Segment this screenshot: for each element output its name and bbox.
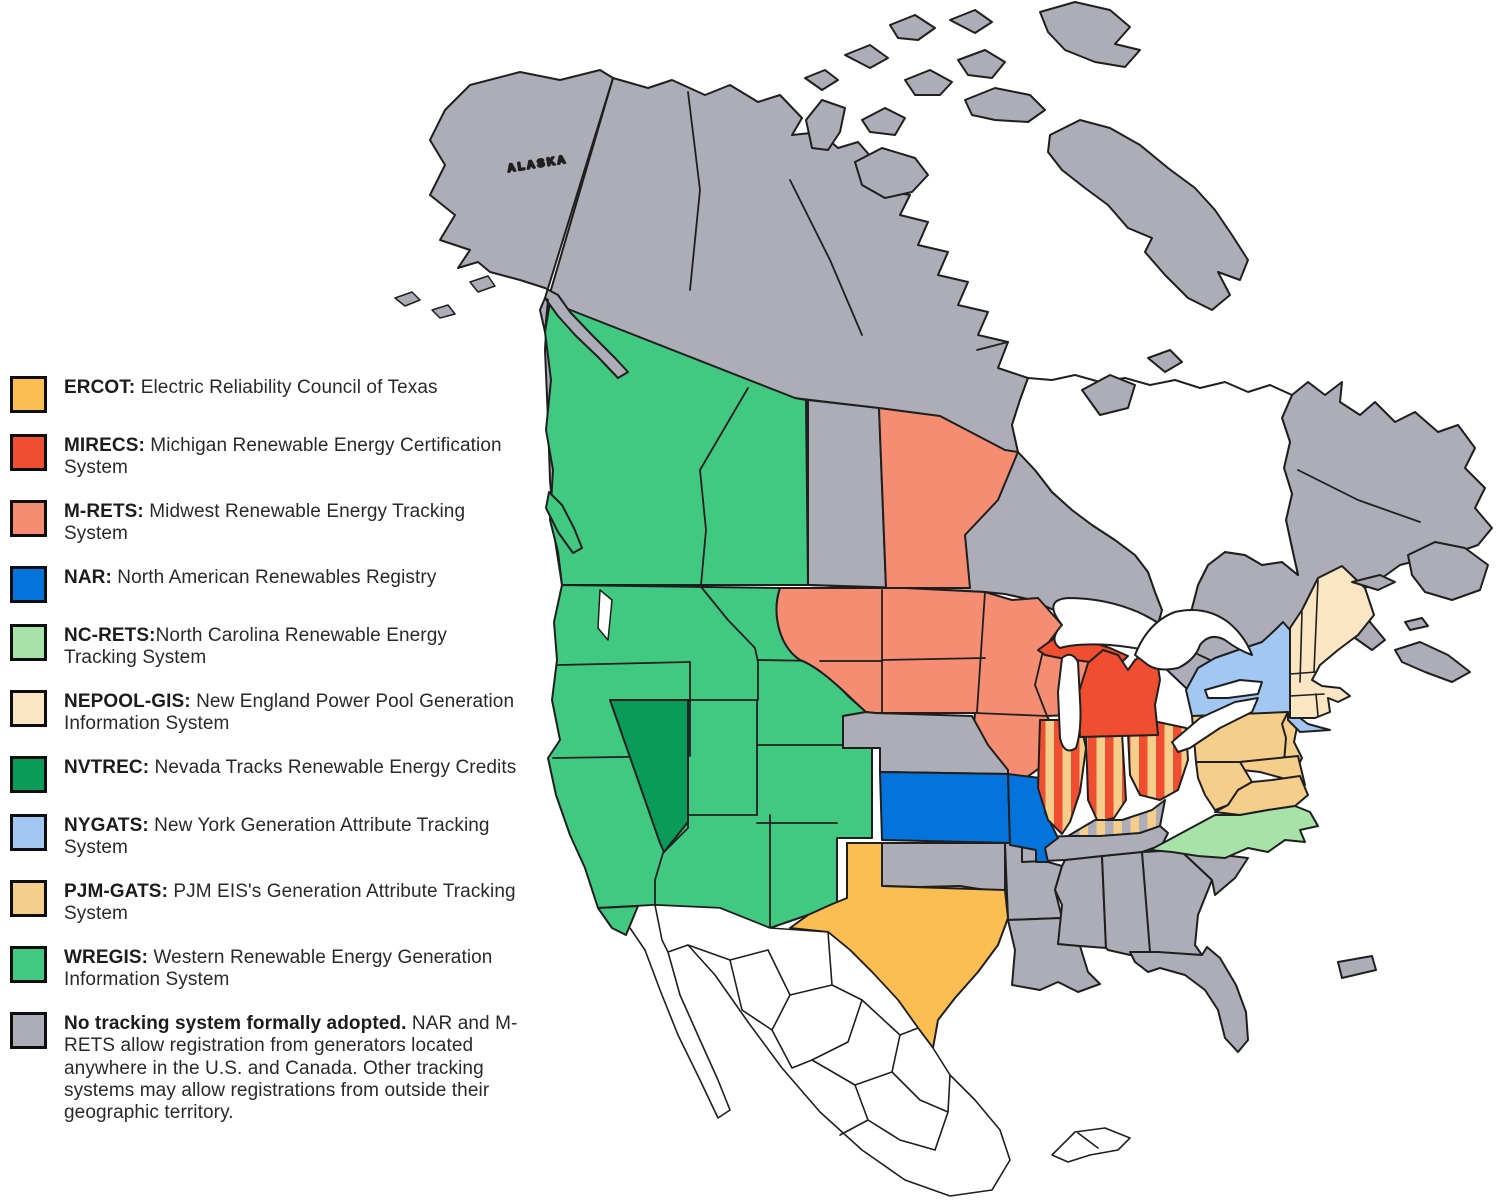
legend-item-nar: NAR: North American Renewables Registry — [10, 566, 520, 604]
legend-item-nygats: NYGATS: New York Generation Attribute Tr… — [10, 814, 520, 859]
legend-pjmgats-acronym: PJM-GATS: — [64, 881, 168, 903]
legend-item-nepool: NEPOOL-GIS: New England Power Pool Gener… — [10, 690, 520, 735]
puget-sound — [597, 589, 613, 641]
nvtrec-swatch — [10, 756, 47, 794]
region-cuba — [1051, 1127, 1131, 1163]
legend-pjmgats-text: PJM EIS's Generation Attribute Tracking … — [64, 881, 516, 925]
state-kansas — [879, 771, 1011, 844]
lake-erie — [1171, 697, 1259, 753]
legend-wregis-text: Western Renewable Energy Generation Info… — [64, 947, 493, 991]
border-bc-ab — [699, 387, 749, 586]
region-nevada — [609, 699, 689, 853]
legend-item-pjmgats: PJM-GATS: PJM EIS's Generation Attribute… — [10, 880, 520, 925]
mexico-state-borders — [654, 904, 951, 1151]
legend: ERCOT: Electric Reliability Council of T… — [10, 376, 520, 1124]
legend-ercot-acronym: ERCOT: — [64, 377, 136, 398]
legend-nepool-acronym: NEPOOL-GIS: — [64, 691, 191, 713]
lake-huron — [1134, 609, 1253, 671]
nepool-swatch — [10, 690, 47, 728]
nar-swatch — [10, 566, 47, 604]
legend-ncrets-acronym: NC-RETS: — [64, 625, 156, 647]
no-tracking-swatch — [10, 1012, 47, 1050]
legend-ncrets-text: North Carolina Renewable Energy Tracking… — [64, 625, 447, 669]
legend-ercot-text: Electric Reliability Council of Texas — [135, 377, 438, 398]
lake-michigan — [1057, 653, 1082, 752]
legend-nar-text: North American Renewables Registry — [111, 567, 437, 589]
nygats-swatch — [10, 814, 47, 852]
legend-nygats-acronym: NYGATS: — [64, 815, 149, 837]
region-anticosti — [1351, 574, 1396, 591]
alaska-islands — [394, 275, 496, 319]
hudson-bay — [1011, 374, 1299, 643]
pjmgats-swatch — [10, 880, 47, 918]
ercot-swatch — [10, 376, 47, 413]
state-florida — [1129, 946, 1249, 1053]
legend-mrets-acronym: M-RETS: — [64, 501, 144, 523]
state-north-carolina — [1149, 805, 1319, 859]
legend-nvtrec-acronym: NVTREC: — [64, 757, 150, 779]
region-mexico — [597, 904, 1011, 1197]
legend-no-tracking-text: NAR and M-RETS allow registration from g… — [64, 1013, 518, 1123]
legend-mrets-text: Midwest Renewable Energy Tracking System — [64, 501, 466, 545]
legend-nar-acronym: NAR: — [64, 567, 112, 589]
legend-wregis-acronym: WREGIS: — [64, 947, 149, 969]
arctic-islands — [804, 1, 1489, 683]
legend-nepool-text: New England Power Pool Generation Inform… — [64, 691, 515, 735]
region-vancouver-island — [545, 491, 583, 554]
legend-item-ercot: ERCOT: Electric Reliability Council of T… — [10, 376, 520, 413]
legend-item-mrets: M-RETS: Midwest Renewable Energy Trackin… — [10, 500, 520, 545]
legend-mirecs-acronym: MIRECS: — [64, 435, 145, 456]
new-england-borders — [1289, 579, 1325, 717]
legend-item-wregis: WREGIS: Western Renewable Energy Generat… — [10, 946, 520, 991]
state-south-carolina — [1179, 849, 1249, 896]
region-baja-norte-wregis — [597, 905, 639, 936]
region-new-england — [1289, 565, 1375, 719]
mrets-swatch — [10, 500, 47, 538]
legend-nvtrec-text: Nevada Tracks Renewable Energy Credits — [149, 757, 517, 779]
lake-ontario — [1204, 679, 1263, 699]
state-indiana — [1085, 732, 1127, 823]
region-alaska — [429, 69, 629, 379]
region-nova-scotia — [1394, 641, 1471, 683]
legend-item-mirecs: MIRECS: Michigan Renewable Energy Certif… — [10, 434, 520, 479]
state-nebraska — [842, 711, 1009, 775]
legend-item-ncrets: NC-RETS:North Carolina Renewable Energy … — [10, 624, 520, 669]
region-newfoundland — [1407, 541, 1489, 601]
cuba-border — [1077, 1132, 1099, 1149]
region-pei — [1404, 617, 1429, 631]
state-michigan-lower — [1077, 649, 1161, 738]
wregis-swatch — [10, 946, 47, 984]
region-puerto-rico — [1337, 955, 1377, 979]
ncrets-swatch — [10, 624, 47, 662]
region-bc-alberta — [544, 301, 809, 586]
legend-item-no-tracking: No tracking system formally adopted. NAR… — [10, 1012, 520, 1123]
mirecs-swatch — [10, 434, 47, 471]
legend-no-tracking-lead: No tracking system formally adopted. — [64, 1013, 407, 1035]
state-kentucky — [1067, 799, 1166, 837]
legend-item-nvtrec: NVTREC: Nevada Tracks Renewable Energy C… — [10, 756, 520, 794]
legend-mirecs-text: Michigan Renewable Energy Certification … — [64, 435, 502, 479]
state-mississippi — [1054, 855, 1107, 949]
legend-nygats-text: New York Generation Attribute Tracking S… — [64, 815, 490, 859]
